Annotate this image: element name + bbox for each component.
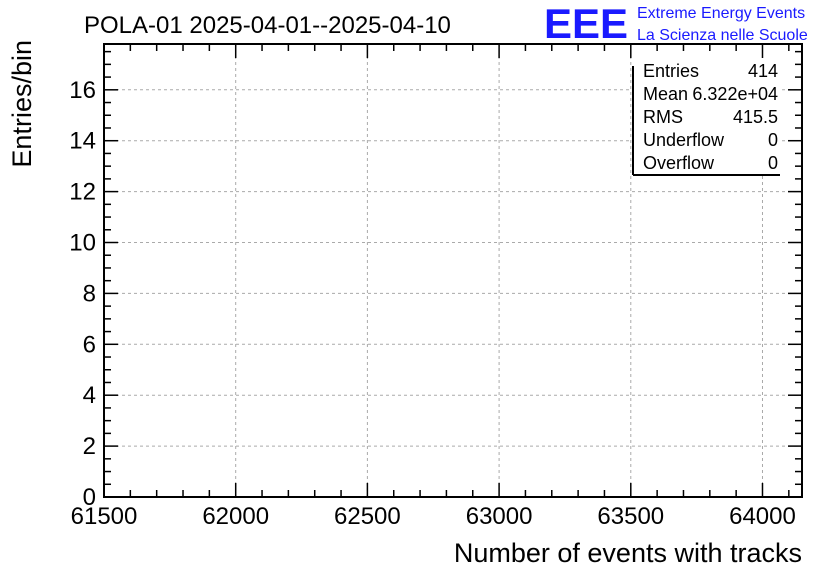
chart-title: POLA-01 2025-04-01--2025-04-10 (84, 12, 451, 39)
x-tick-label: 62500 (334, 503, 401, 530)
y-tick-label: 14 (69, 128, 96, 155)
y-tick-label: 2 (83, 433, 96, 460)
y-axis-label: Entries/bin (7, 40, 37, 168)
stats-entries-label: Entries (643, 61, 699, 81)
stats-box: Entries 414 Mean 6.322e+04 RMS 415.5 Und… (632, 58, 780, 176)
stats-underflow-label: Underflow (643, 130, 725, 150)
y-tick-label: 10 (69, 230, 96, 257)
y-tick-label: 6 (83, 331, 96, 358)
y-tick-label: 16 (69, 77, 96, 104)
tick-marks (103, 44, 802, 498)
logo-line-1: Extreme Energy Events (637, 5, 805, 22)
stats-box-background (634, 58, 780, 174)
eee-logo-mark: EEE (544, 0, 628, 47)
stats-rms-value: 415.5 (733, 107, 778, 127)
grid-lines (103, 44, 802, 498)
x-axis-label: Number of events with tracks (454, 538, 802, 568)
stats-rms-label: RMS (643, 107, 683, 127)
logo-line-2: La Scienza nelle Scuole (637, 27, 808, 44)
x-tick-label: 63000 (466, 503, 533, 530)
y-tick-label: 12 (69, 179, 96, 206)
y-tick-label: 8 (83, 280, 96, 307)
axes (103, 43, 803, 498)
stats-underflow-value: 0 (768, 130, 778, 150)
stats-mean-value: 6.322e+04 (692, 84, 778, 104)
y-tick-label: 0 (83, 484, 96, 511)
x-tick-label: 61500 (71, 503, 138, 530)
stats-mean-label: Mean (643, 84, 688, 104)
stats-overflow-value: 0 (768, 153, 778, 173)
x-tick-labels: 61500 62000 62500 63000 63500 64000 (71, 503, 796, 530)
stats-entries-value: 414 (748, 61, 778, 81)
plot-frame (103, 43, 803, 498)
eee-logo: EEE Extreme Energy Events La Scienza nel… (544, 0, 808, 47)
stats-overflow-label: Overflow (643, 153, 715, 173)
x-tick-label: 64000 (729, 503, 796, 530)
x-tick-label: 63500 (597, 503, 664, 530)
y-tick-labels: 0 2 4 6 8 10 12 14 16 (69, 77, 96, 511)
y-tick-label: 4 (83, 382, 96, 409)
x-tick-label: 62000 (202, 503, 269, 530)
